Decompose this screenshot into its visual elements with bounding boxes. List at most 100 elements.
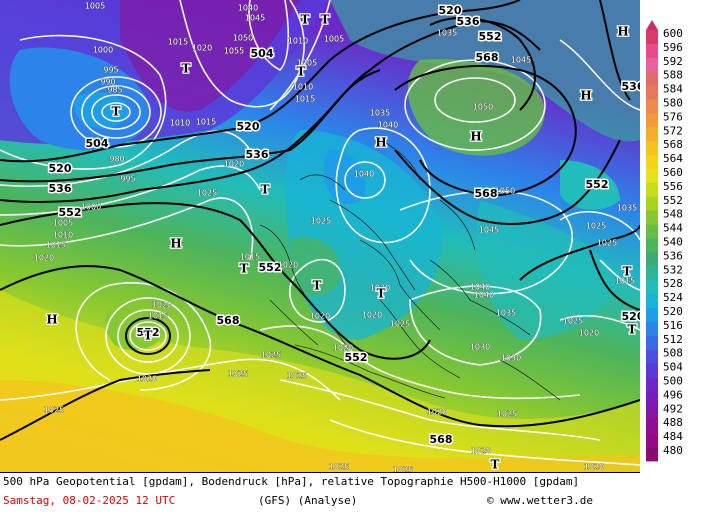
scale-value-label: 564	[663, 152, 683, 165]
scale-color-swatch	[646, 224, 658, 239]
pressure-label: 1025	[390, 320, 410, 329]
scale-value-label: 600	[663, 27, 683, 40]
pressure-label: 1030	[501, 354, 521, 363]
pressure-label: 980	[109, 155, 124, 164]
pressure-label: 1020	[333, 344, 353, 353]
pressure-label: 1040	[470, 283, 490, 292]
pressure-label: 1025	[228, 370, 248, 379]
scale-color-swatch	[646, 308, 658, 323]
pressure-label: 1025	[597, 239, 617, 248]
geopotential-label: 520	[49, 162, 72, 175]
pressure-label: 1010	[293, 83, 313, 92]
scale-color-swatch	[646, 71, 658, 87]
scale-color-swatch	[646, 405, 658, 420]
pressure-label: 1045	[479, 226, 499, 235]
high-pressure-marker: H	[170, 237, 181, 251]
model-label: (GFS) (Analyse)	[258, 494, 358, 507]
pressure-label: 1000	[93, 46, 113, 55]
scale-color-swatch	[646, 155, 658, 170]
pressure-label: 1015	[295, 95, 315, 104]
pressure-label: 1005	[53, 219, 73, 228]
scale-value-label: 480	[663, 444, 683, 457]
credit-link[interactable]: © www.wetter3.de	[487, 494, 593, 507]
low-pressure-marker: T	[313, 279, 322, 293]
pressure-label: 1025	[287, 372, 307, 381]
pressure-label: 1040	[378, 121, 398, 130]
scale-color-swatch	[646, 294, 658, 309]
scale-value-label: 584	[663, 83, 683, 96]
pressure-label: 1020	[362, 311, 382, 320]
scale-color-swatch	[646, 196, 658, 212]
pressure-label: 1025	[563, 317, 583, 326]
scale-top-arrow	[646, 20, 658, 30]
geopotential-label: 552	[137, 326, 160, 339]
scale-value-label: 592	[663, 55, 683, 68]
scale-value-label: 524	[663, 291, 683, 304]
scale-value-label: 572	[663, 124, 683, 137]
geopotential-labels: 5205365525685045205365045205365525525685…	[47, 3, 640, 448]
high-pressure-marker: H	[375, 136, 386, 150]
low-pressure-marker: T	[321, 13, 330, 27]
scale-value-label: 596	[663, 41, 683, 54]
geopotential-label: 568	[476, 51, 499, 64]
scale-color-swatch	[646, 85, 658, 100]
pressure-label: 1005	[85, 2, 105, 11]
scale-value-label: 516	[663, 319, 683, 332]
scale-value-label: 508	[663, 347, 683, 360]
pressure-label: 1020	[584, 463, 604, 472]
pressure-label: 1025	[44, 406, 64, 415]
scale-color-swatch	[646, 349, 658, 365]
pressure-label: 1025	[586, 222, 606, 231]
pressure-label: 1020	[192, 44, 212, 53]
scale-value-label: 528	[663, 277, 683, 290]
scale-value-label: 492	[663, 402, 683, 415]
pressure-label: 1015	[240, 253, 260, 262]
low-pressure-marker: T	[261, 183, 270, 197]
scale-value-label: 580	[663, 97, 683, 110]
scale-color-swatch	[646, 141, 658, 156]
high-pressure-marker: H	[617, 25, 628, 39]
pressure-label: 1035	[496, 309, 516, 318]
geopotential-label: 536	[457, 15, 480, 28]
scale-value-label: 588	[663, 69, 683, 82]
geopotential-label: 520	[622, 310, 640, 323]
weather-map: 5205365525685045205365045205365525525685…	[0, 0, 640, 472]
pressure-label: 1015	[148, 312, 168, 321]
pressure-label: 1020	[310, 312, 330, 321]
low-pressure-marker: T	[182, 62, 191, 76]
pressure-label: 1015	[196, 118, 216, 127]
scale-color-swatch	[646, 210, 658, 226]
pressure-label: 1055	[224, 47, 244, 56]
pressure-label: 1050	[233, 34, 253, 43]
pressure-label: 1045	[245, 14, 265, 23]
scale-color-swatch	[646, 238, 658, 253]
scale-value-label: 504	[663, 361, 683, 374]
scale-color-swatch	[646, 43, 658, 59]
low-pressure-marker: T	[144, 329, 153, 343]
pressure-label: 1020	[224, 160, 244, 169]
scale-color-swatch	[646, 113, 658, 128]
pressure-label: 1025	[329, 463, 349, 472]
pressure-label: 1050	[473, 103, 493, 112]
pressure-label: 1040	[474, 291, 494, 300]
scale-value-label: 488	[663, 416, 683, 429]
low-pressure-marker: T	[112, 105, 121, 119]
scale-bottom-arrow	[646, 448, 658, 458]
geopotential-label: 536	[246, 148, 269, 161]
scale-color-swatch	[646, 266, 658, 281]
geopotential-label: 552	[259, 261, 282, 274]
pressure-label: 1015	[615, 277, 635, 286]
pressure-label: 1040	[354, 170, 374, 179]
pressure-label: 990	[100, 78, 115, 87]
geopotential-label: 568	[430, 433, 453, 446]
scale-color-swatch	[646, 30, 658, 45]
pressure-label: 1025	[311, 217, 331, 226]
low-pressure-marker: T	[297, 65, 306, 79]
scale-color-swatch	[646, 391, 658, 406]
scale-color-swatch	[646, 321, 658, 337]
color-scale-legend: 6005965925885845805765725685645605565525…	[640, 0, 704, 472]
geopotential-label: 520	[439, 4, 462, 17]
map-footer: 500 hPa Geopotential [gpdam], Bodendruck…	[0, 472, 640, 514]
pressure-label: 1020	[278, 261, 298, 270]
geopotential-label: 552	[59, 206, 82, 219]
